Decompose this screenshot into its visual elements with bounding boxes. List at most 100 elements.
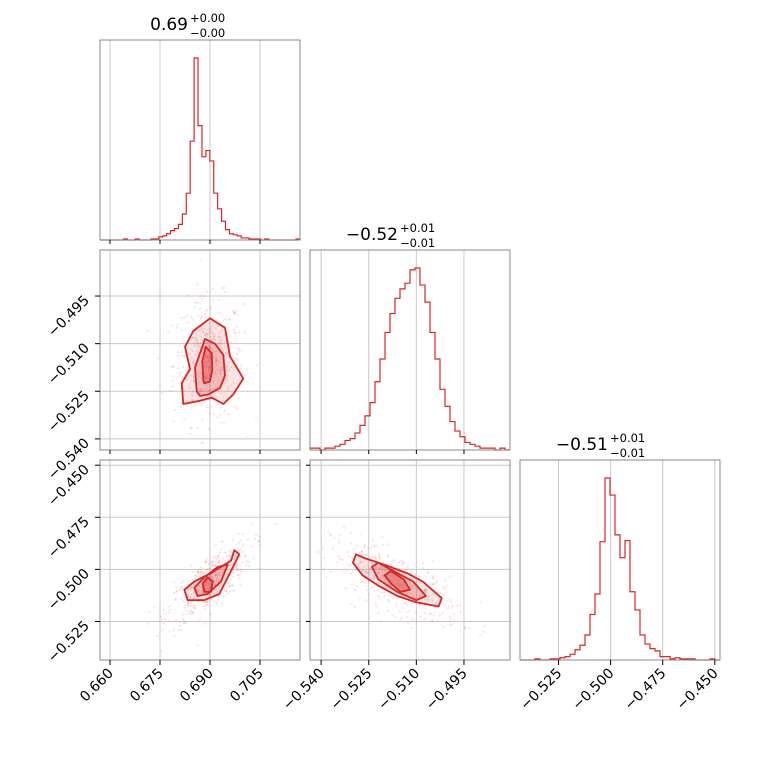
pair-panel-2-3-sample-point: [400, 559, 403, 562]
pair-panel-1-2-sample-point: [220, 329, 224, 332]
pair-panel-2-3-sample-point: [353, 589, 357, 592]
pair-panel-1-2-sample-point: [187, 384, 190, 387]
pair-panel-1-2-sample-point: [214, 371, 217, 374]
pair-panel-2-3-sample-point: [431, 619, 434, 622]
pair-panel-1-3-sample-point: [205, 560, 208, 563]
pair-panel-1-2-sample-point: [223, 354, 227, 358]
pair-panel-1-2-sample-point: [195, 338, 199, 341]
pair-panel-1-3-sample-point: [202, 573, 205, 576]
pair-panel-1-3-sample-point: [213, 592, 216, 595]
pair-panel-2-3-sample-point: [450, 606, 453, 609]
pair-panel-2-3-sample-point: [367, 593, 370, 596]
pair-panel-1-3-sample-point: [199, 570, 203, 573]
pair-panel-1-2-sample-point: [203, 388, 206, 391]
pair-panel-2-3-sample-point: [337, 555, 340, 558]
pair-panel-1-2-sample-point: [203, 361, 206, 364]
pair-panel-1-3-sample-point: [192, 611, 195, 614]
pair-panel-1-3-sample-point: [188, 596, 192, 599]
pair-panel-1-3-sample-point: [186, 612, 189, 616]
pair-panel-2-3-sample-point: [374, 566, 377, 569]
pair-panel-2-3-sample-point: [365, 553, 368, 556]
pair-panel-1-3-sample-point: [213, 574, 216, 578]
pair-panel-1-2-sample-point: [208, 344, 211, 347]
pair-panel-1-2-sample-point: [217, 336, 220, 339]
pair-panel-1-3-sample-point: [216, 574, 220, 577]
pair-panel-2-3-sample-point: [396, 597, 399, 600]
pair-panel-2-3-sample-point: [317, 550, 320, 554]
pair-panel-1-3-sample-point: [244, 555, 247, 558]
pair-panel-1-2-sample-point: [207, 366, 210, 369]
pair-panel-1-2-sample-point: [205, 332, 208, 335]
pair-panel-1-3-sample-point: [225, 590, 228, 593]
pair-panel-1-3-sample-point: [182, 621, 186, 624]
pair-panel-1-3-sample-point: [192, 597, 195, 600]
pair-panel-2-3-sample-point: [389, 563, 393, 566]
pair-panel-1-3-sample-point: [195, 588, 199, 591]
pair-panel-2-3-sample-point: [402, 588, 405, 591]
pair-panel-1-2-sample-point: [198, 375, 201, 378]
pair-panel-2-3-sample-point: [352, 571, 355, 574]
pair-panel-2-3-sample-point: [370, 562, 373, 566]
pair-panel-1-2-sample-point: [219, 414, 222, 417]
pair-panel-1-2-sample-point: [173, 409, 177, 412]
pair-panel-1-2-sample-point: [186, 321, 189, 324]
pair-panel-1-2-sample-point: [255, 364, 258, 367]
pair-panel-1-2-sample-point: [212, 356, 216, 359]
pair-panel-1-2-sample-point: [182, 336, 185, 339]
pair-panel-2-3-sample-point: [415, 611, 418, 614]
pair-panel-1-2-sample-point: [179, 405, 183, 408]
pair-panel-2-3-sample-point: [423, 579, 426, 582]
pair-panel-2-3-sample-point: [381, 543, 384, 546]
pair-panel-1-2-sample-point: [227, 318, 230, 321]
pair-panel-1-3-sample-point: [223, 551, 226, 554]
pair-panel-2-3-sample-point: [383, 591, 386, 594]
pair-panel-2-3-sample-point: [350, 583, 353, 586]
pair-panel-1-2-sample-point: [190, 356, 194, 359]
pair-panel-2-3-sample-point: [391, 560, 394, 563]
pair-panel-1-3-sample-point: [220, 548, 223, 551]
pair-panel-1-2-sample-point: [191, 364, 194, 367]
pair-panel-1-3-sample-point: [182, 600, 185, 603]
pair-panel-2-3-sample-point: [377, 611, 380, 615]
pair-panel-1-3-sample-point: [190, 586, 193, 589]
title-param-1-value: 0.69: [150, 15, 188, 35]
pair-panel-1-3-sample-point: [231, 538, 234, 541]
pair-panel-1-3-sample-point: [217, 571, 220, 574]
pair-panel-2-3-sample-point: [339, 557, 342, 561]
pair-panel-2-3-sample-point: [367, 571, 370, 574]
histogram-param-1-frame: [99, 39, 301, 241]
pair-panel-2-3-sample-point: [359, 557, 362, 560]
pair-panel-2-3-sample-point: [346, 550, 349, 553]
pair-panel-1-2-sample-point: [185, 378, 188, 381]
histogram-param-3: −0.51 +0.01−0.01: [519, 431, 721, 661]
y-tick-label-param-2: −0.510: [45, 340, 93, 388]
pair-panel-1-3-sample-point: [248, 560, 251, 564]
pair-panel-1-3-sample-point: [253, 557, 256, 560]
pair-panel-1-3-sample-point: [161, 628, 164, 631]
pair-panel-2-3-sample-point: [432, 575, 435, 578]
pair-panel-2-3-sample-point: [371, 539, 375, 542]
pair-panel-1-3-sample-point: [176, 589, 179, 593]
pair-panel-1-3-sample-point: [244, 564, 248, 567]
pair-panel-1-2-sample-point: [207, 366, 211, 369]
pair-panel-1-3-sample-point: [189, 610, 192, 613]
pair-panel-1-2-sample-point: [172, 374, 175, 378]
pair-panel-2-3-sample-point: [331, 547, 335, 550]
pair-panel-1-2-sample-point: [218, 342, 221, 345]
pair-panel-1-3-sample-point: [244, 554, 247, 557]
pair-panel-1-3-sample-point: [213, 564, 216, 567]
pair-panel-1-3-sample-point: [212, 591, 215, 594]
pair-panel-2-3-sample-point: [347, 563, 350, 566]
pair-panel-1-2-sample-point: [226, 365, 229, 368]
pair-panel-1-2-sample-point: [201, 327, 204, 331]
pair-panel-1-2-sample-point: [213, 338, 217, 341]
pair-panel-1-3-sample-point: [236, 543, 239, 546]
pair-panel-2-3-sample-point: [406, 592, 410, 595]
pair-panel-1-3-sample-point: [173, 634, 176, 637]
pair-panel-1-2-sample-point: [225, 379, 228, 382]
pair-panel-1-3-sample-point: [193, 594, 196, 598]
pair-panel-2-3-sample-point: [406, 622, 409, 625]
pair-panel-2-3-sample-point: [367, 546, 370, 549]
pair-panel-2-3-sample-point: [373, 556, 377, 560]
pair-panel-2-3-sample-point: [365, 553, 368, 556]
